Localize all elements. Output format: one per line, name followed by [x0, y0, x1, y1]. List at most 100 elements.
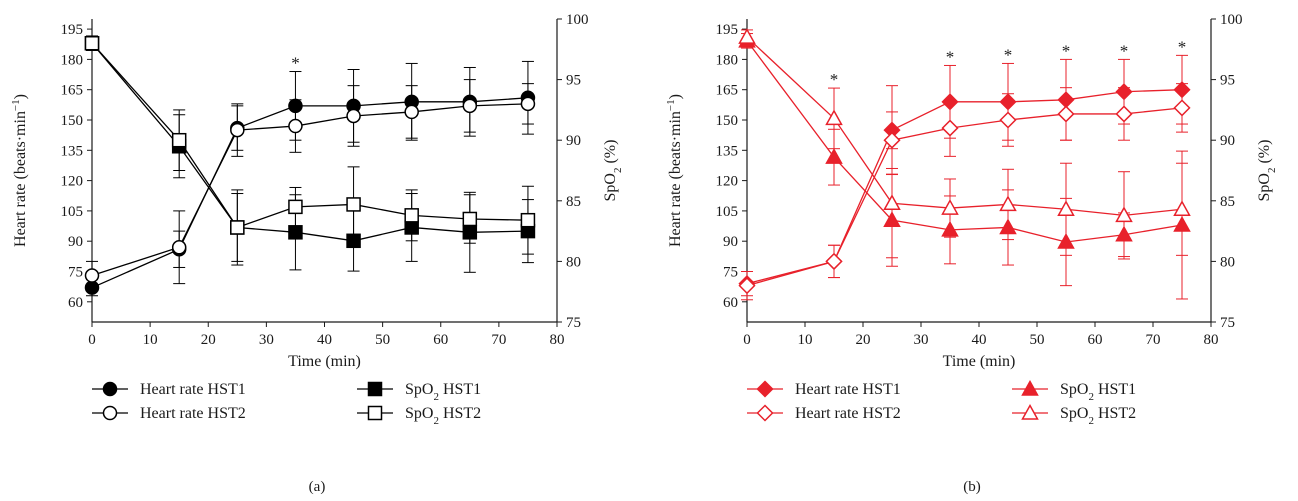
x-tick-label: 80	[1204, 332, 1219, 348]
y-right-tick-label: 75	[1220, 315, 1235, 331]
data-point	[462, 98, 478, 114]
y-left-tick-label: 75	[68, 265, 83, 281]
legend-label: SpO2 HST2	[1060, 405, 1136, 427]
data-point	[883, 194, 901, 210]
data-point	[1057, 200, 1075, 217]
y-right-tick-label: 75	[566, 315, 581, 331]
y-right-tick-label: 90	[1220, 133, 1235, 149]
y-left-tick-label: 90	[723, 234, 738, 250]
x-tick-label: 0	[743, 332, 751, 348]
y-left-tick-label: 60	[723, 295, 738, 311]
y-left-tick-label: 165	[61, 83, 84, 99]
y-right-tick-label: 100	[566, 12, 589, 28]
y-left-tick-label: 75	[723, 265, 738, 281]
x-tick-label: 0	[88, 332, 96, 348]
data-point	[520, 96, 536, 112]
y-right-tick-label: 100	[1220, 12, 1243, 28]
data-point	[520, 212, 536, 228]
series-line	[746, 89, 1183, 285]
series-line	[91, 42, 528, 242]
x-tick-label: 70	[1146, 332, 1161, 348]
y-right-tick-label: 80	[1220, 254, 1235, 270]
x-tick-label: 80	[550, 332, 565, 348]
legend-label: Heart rate HST1	[140, 381, 246, 398]
data-point	[346, 197, 361, 212]
data-point	[1115, 105, 1133, 123]
significance-marker: *	[1120, 41, 1129, 60]
panel-a: 0 10 20 30 40 50 60 70 80 60 75 90 105 120 135 150 165 18…	[10, 12, 624, 495]
x-tick-label: 30	[259, 332, 274, 348]
data-point	[825, 109, 843, 126]
y-left-tick-label: 135	[61, 143, 84, 159]
x-tick-label: 20	[201, 332, 216, 348]
legend-label: Heart rate HST1	[795, 381, 901, 398]
legend-label: SpO2 HST1	[405, 381, 481, 403]
legend-marker	[1021, 379, 1039, 396]
y-right-tick-label: 80	[566, 254, 581, 270]
x-tick-label: 60	[1088, 332, 1103, 348]
y-right-tick-label: 85	[1220, 194, 1235, 210]
y-left-tick-label: 105	[716, 204, 739, 220]
x-tick-label: 10	[798, 332, 813, 348]
data-point	[404, 208, 419, 223]
data-point	[941, 199, 959, 215]
data-point	[1115, 206, 1133, 223]
significance-marker: *	[1062, 41, 1071, 60]
series-line	[91, 103, 528, 277]
data-point	[462, 211, 478, 227]
series-line	[91, 97, 528, 289]
data-point	[288, 225, 303, 240]
legend-marker	[756, 404, 774, 422]
y-axis-left-label: Heart rate (beats·min−1)	[665, 94, 684, 247]
significance-marker: *	[946, 47, 955, 66]
y-left-tick-label: 150	[716, 113, 739, 129]
data-point	[288, 199, 303, 215]
x-tick-label: 40	[317, 332, 332, 348]
data-point	[230, 220, 245, 235]
x-tick-label: 20	[856, 332, 871, 348]
y-axis-right-label: SpO2 (%)	[602, 140, 624, 202]
y-left-tick-label: 150	[61, 113, 84, 129]
data-point	[84, 35, 100, 51]
data-point	[941, 119, 959, 137]
legend-marker	[367, 381, 383, 397]
data-point	[230, 122, 245, 138]
y-left-tick-label: 180	[716, 52, 739, 68]
legend-marker	[102, 381, 118, 397]
panel-b: 0 10 20 30 40 50 60 70 80 60 75 90 105 120 135 150 165 18…	[665, 12, 1278, 495]
x-axis-label: Time (min)	[943, 353, 1016, 370]
y-right-tick-label: 95	[1220, 73, 1235, 89]
x-axis-label: Time (min)	[288, 353, 361, 370]
x-tick-label: 10	[143, 332, 158, 348]
data-point	[84, 268, 100, 283]
data-point	[171, 132, 187, 148]
y-left-tick-label: 180	[61, 52, 84, 68]
series-line	[746, 36, 1183, 216]
y-left-tick-label: 120	[61, 174, 84, 190]
significance-marker: *	[1004, 45, 1013, 64]
y-left-tick-label: 195	[716, 22, 739, 38]
data-point	[825, 252, 843, 270]
data-point	[1173, 99, 1191, 117]
data-point	[999, 111, 1017, 129]
significance-marker: *	[291, 54, 300, 73]
x-tick-label: 50	[375, 332, 390, 348]
y-right-tick-label: 85	[566, 194, 581, 210]
panel-label: (b)	[963, 479, 981, 495]
y-left-tick-label: 105	[61, 204, 84, 220]
y-left-tick-label: 135	[716, 143, 739, 159]
x-tick-label: 50	[1030, 332, 1045, 348]
significance-marker: *	[1178, 37, 1187, 56]
data-point	[288, 118, 303, 134]
data-point	[999, 195, 1017, 212]
y-left-tick-label: 195	[61, 22, 84, 38]
legend-label: Heart rate HST2	[140, 405, 246, 422]
data-point	[738, 277, 756, 295]
series-line	[91, 42, 528, 229]
y-left-tick-label: 90	[68, 234, 83, 250]
y-left-tick-label: 60	[68, 295, 83, 311]
y-axis-right-label: SpO2 (%)	[1256, 140, 1278, 202]
series-line	[746, 40, 1183, 243]
y-left-tick-label: 165	[716, 83, 739, 99]
